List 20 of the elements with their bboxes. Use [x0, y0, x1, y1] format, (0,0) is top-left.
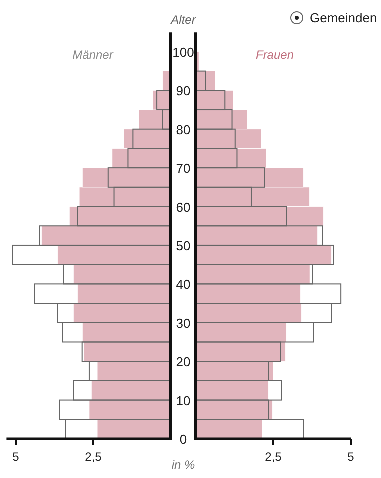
y-tick-label: 80	[176, 122, 191, 138]
y-tick-label: 0	[180, 432, 188, 447]
x-tick-label: 2,5	[85, 450, 102, 464]
y-tick-label: 40	[176, 277, 191, 292]
y-tick-label: 20	[176, 354, 191, 370]
legend-label: Gemeinden	[310, 10, 378, 26]
y-tick-label: 60	[176, 200, 191, 215]
y-tick-label: 100	[172, 44, 194, 60]
x-tick-label: 5	[12, 450, 20, 464]
x-tick-label: 5	[348, 450, 355, 464]
y-tick-label: 30	[176, 316, 191, 331]
text: Frauen	[256, 48, 294, 62]
y-axis-title: Alter	[170, 13, 197, 27]
y-tick-label: 10	[176, 393, 191, 408]
text: Männer	[72, 48, 114, 62]
x-axis-title: in %	[172, 458, 196, 472]
y-tick-label: 50	[176, 238, 191, 254]
y-tick-label: 90	[176, 84, 191, 99]
x-tick-label: 2,5	[265, 450, 282, 464]
y-tick-label: 70	[176, 161, 191, 176]
